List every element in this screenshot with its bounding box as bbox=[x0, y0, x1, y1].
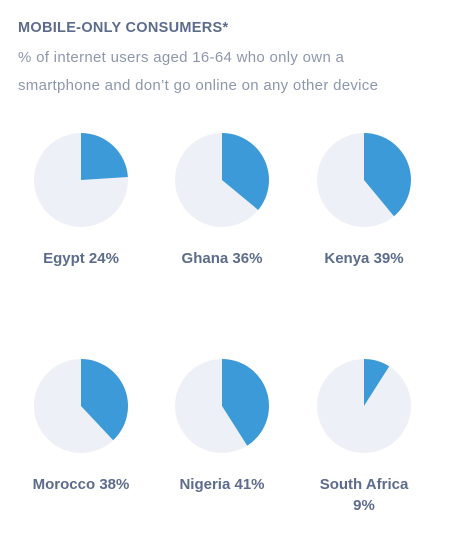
pie-slice bbox=[364, 359, 390, 406]
pie-label: South Africa 9% bbox=[311, 474, 417, 516]
pie-chart bbox=[34, 359, 128, 453]
value-label: 39% bbox=[373, 250, 404, 267]
pie-cell: Ghana 36% bbox=[152, 130, 292, 269]
pie-chart bbox=[34, 133, 128, 227]
pie-slice bbox=[222, 359, 269, 446]
chart-title: MOBILE-ONLY CONSUMERS* bbox=[18, 20, 229, 36]
pie-label: Kenya 39% bbox=[311, 248, 417, 269]
pie-label: Ghana 36% bbox=[169, 248, 275, 269]
pie-slice bbox=[81, 359, 128, 441]
value-label: 41% bbox=[234, 476, 265, 493]
pie-chart bbox=[317, 133, 411, 227]
value-label: 38% bbox=[99, 476, 130, 493]
pie-cell: Egypt 24% bbox=[11, 130, 151, 269]
pie-label: Morocco 38% bbox=[28, 474, 134, 495]
value-label: 24% bbox=[88, 250, 119, 267]
chart-subtitle: % of internet users aged 16-64 who only … bbox=[18, 49, 379, 94]
pie-chart bbox=[317, 359, 411, 453]
category-label: Egypt bbox=[43, 250, 85, 267]
pie-slice bbox=[81, 133, 128, 180]
category-label: South Africa bbox=[319, 476, 409, 493]
category-label: Kenya bbox=[324, 250, 370, 267]
pie-slice bbox=[222, 133, 269, 210]
pie-chart bbox=[175, 133, 269, 227]
pie-slice bbox=[364, 133, 411, 217]
pie-cell: Nigeria 41% bbox=[152, 356, 292, 495]
pie-label: Egypt 24% bbox=[28, 248, 134, 269]
pie-chart bbox=[175, 359, 269, 453]
pie-label: Nigeria 41% bbox=[169, 474, 275, 495]
category-label: Ghana bbox=[181, 250, 229, 267]
pie-cell: Morocco 38% bbox=[11, 356, 151, 495]
value-label: 9% bbox=[353, 497, 375, 514]
value-label: 36% bbox=[232, 250, 263, 267]
category-label: Nigeria bbox=[179, 476, 231, 493]
category-label: Morocco bbox=[32, 476, 96, 493]
pie-cell: South Africa 9% bbox=[294, 356, 434, 516]
pie-cell: Kenya 39% bbox=[294, 130, 434, 269]
